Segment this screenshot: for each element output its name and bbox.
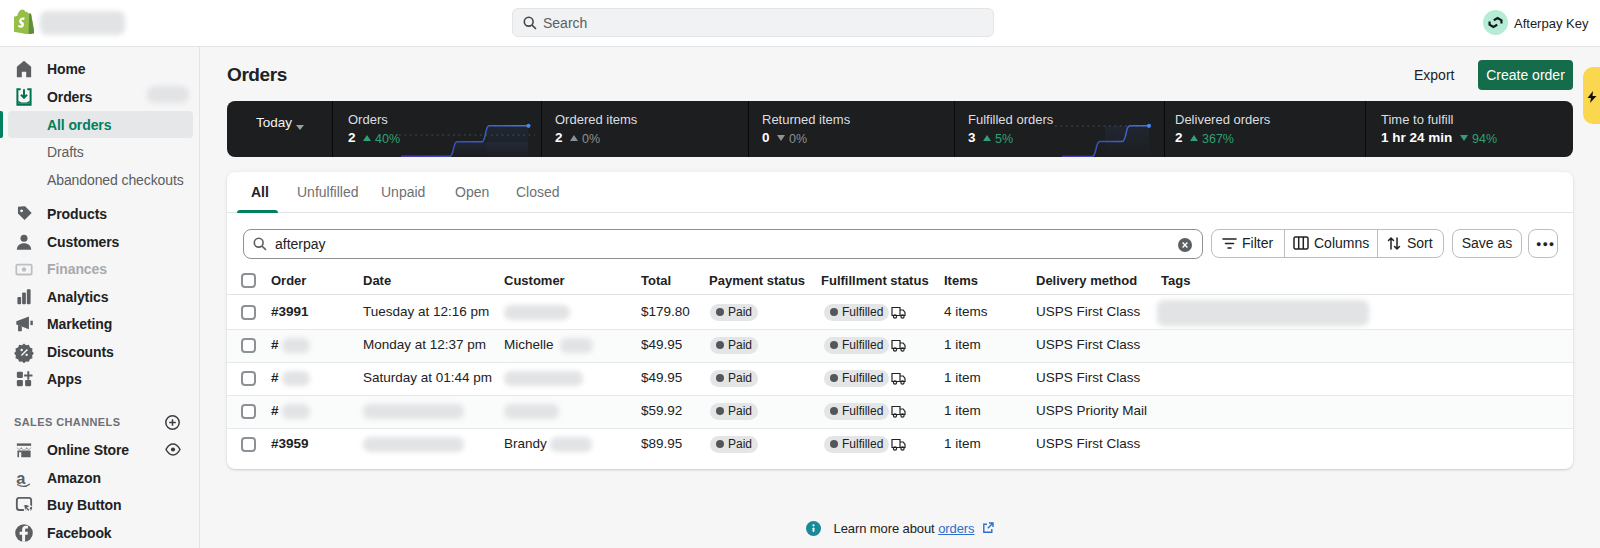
svg-text:a: a — [16, 468, 26, 486]
